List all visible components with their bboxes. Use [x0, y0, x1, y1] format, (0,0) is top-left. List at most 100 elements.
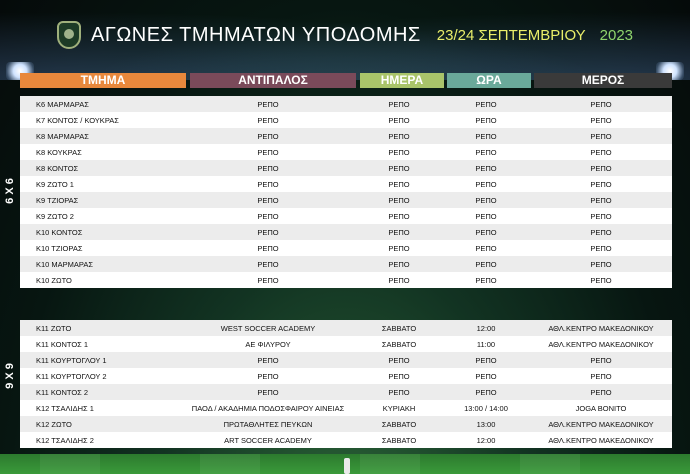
cell-venue: ΡΕΠΟ	[590, 131, 612, 141]
cell-team: Κ12 ΤΣΑΛΙΔΗΣ 2	[36, 435, 94, 445]
cell-time: ΡΕΠΟ	[475, 387, 497, 397]
cell-opponent: ΡΕΠΟ	[257, 243, 279, 253]
cell-time: ΡΕΠΟ	[475, 147, 497, 157]
table-row: Κ10 ΖΩΤΟ ΡΕΠΟ ΡΕΠΟ ΡΕΠΟ ΡΕΠΟ	[20, 272, 672, 288]
cell-venue: ΡΕΠΟ	[590, 387, 612, 397]
cell-venue: ΡΕΠΟ	[590, 355, 612, 365]
cell-venue: ΡΕΠΟ	[590, 179, 612, 189]
cell-time: 13:00	[476, 419, 496, 429]
cell-opponent: ΡΕΠΟ	[257, 99, 279, 109]
cell-time: ΡΕΠΟ	[475, 179, 497, 189]
cell-venue: ΡΕΠΟ	[590, 371, 612, 381]
cell-venue: ΡΕΠΟ	[590, 243, 612, 253]
cell-time: ΡΕΠΟ	[475, 99, 497, 109]
column-header-opponent: ΑΝΤΙΠΑΛΟΣ	[190, 73, 356, 88]
cell-time: ΡΕΠΟ	[475, 211, 497, 221]
cell-time: 12:00	[476, 435, 496, 445]
cell-opponent: ΠΡΩΤΑΘΛΗΤΕΣ ΠΕΥΚΩΝ	[223, 419, 313, 429]
cell-team: Κ11 ΚΟΥΡΤΟΓΛΟΥ 1	[36, 355, 107, 365]
cell-team: Κ9 ΤΖΙΟΡΑΣ	[36, 195, 79, 205]
cell-venue: JOGA BONITO	[575, 403, 627, 413]
page-title: ΑΓΩΝΕΣ ΤΜΗΜΑΤΩΝ ΥΠΟΔΟΜΗΣ	[90, 23, 421, 46]
schedule-table-9x9: Κ11 ΖΩΤΟ WEST SOCCER ACADEMY ΣΑΒΒΑΤΟ 12:00 Α…	[20, 320, 672, 448]
event-date: 23/24 ΣΕΠΤΕΜΒΡΙΟΥ	[436, 26, 586, 44]
cell-team: Κ10 ΤΖΙΟΡΑΣ	[36, 243, 83, 253]
cell-venue: ΑΘΛ.ΚΕΝΤΡΟ ΜΑΚΕΔΟΝΙΚΟΥ	[548, 339, 654, 349]
column-header-team: ΤΜΗΜΑ	[20, 73, 186, 88]
cell-team: Κ8 ΚΟΥΚΡΑΣ	[36, 147, 82, 157]
table-row: Κ12 ΖΩΤΟ ΠΡΩΤΑΘΛΗΤΕΣ ΠΕΥΚΩΝ ΣΑΒΒΑΤΟ 13:00 ΑΘ…	[20, 416, 672, 432]
cell-day: ΡΕΠΟ	[388, 179, 410, 189]
section-label-6x6: 6 X 6	[4, 178, 16, 204]
table-row: Κ9 ΖΩΤΟ 2 ΡΕΠΟ ΡΕΠΟ ΡΕΠΟ ΡΕΠΟ	[20, 208, 672, 224]
cell-opponent: ΠΑΟΔ / ΑΚΑΔΗΜΙΑ ΠΟΔΟΣΦΑΙΡΟΥ ΑΙΝΕΙΑΣ	[191, 403, 345, 413]
cell-opponent: ΡΕΠΟ	[257, 387, 279, 397]
table-row: Κ7 ΚΟΝΤΟΣ / ΚΟΥΚΡΑΣ ΡΕΠΟ ΡΕΠΟ ΡΕΠΟ ΡΕΠΟ	[20, 112, 672, 128]
cell-day: ΡΕΠΟ	[388, 99, 410, 109]
cell-opponent: ΡΕΠΟ	[257, 259, 279, 269]
table-row: Κ9 ΖΩΤΟ 1 ΡΕΠΟ ΡΕΠΟ ΡΕΠΟ ΡΕΠΟ	[20, 176, 672, 192]
cell-opponent: ΡΕΠΟ	[257, 147, 279, 157]
cell-time: ΡΕΠΟ	[475, 259, 497, 269]
table-row: Κ10 ΤΖΙΟΡΑΣ ΡΕΠΟ ΡΕΠΟ ΡΕΠΟ ΡΕΠΟ	[20, 240, 672, 256]
cell-day: ΡΕΠΟ	[388, 131, 410, 141]
cell-day: ΚΥΡΙΑΚΗ	[382, 403, 416, 413]
cell-venue: ΡΕΠΟ	[590, 275, 612, 285]
cell-team: Κ10 ΜΑΡΜΑΡΑΣ	[36, 259, 94, 269]
cell-day: ΡΕΠΟ	[388, 147, 410, 157]
section-label-9x9: 9 X 9	[4, 363, 16, 389]
cell-day: ΡΕΠΟ	[388, 163, 410, 173]
cell-day: ΣΑΒΒΑΤΟ	[381, 323, 417, 333]
cell-team: Κ11 ΖΩΤΟ	[36, 323, 72, 333]
column-header-day: ΗΜΕΡΑ	[360, 73, 444, 88]
cell-venue: ΡΕΠΟ	[590, 211, 612, 221]
cell-day: ΡΕΠΟ	[388, 275, 410, 285]
table-row: Κ10 ΜΑΡΜΑΡΑΣ ΡΕΠΟ ΡΕΠΟ ΡΕΠΟ ΡΕΠΟ	[20, 256, 672, 272]
cell-time: ΡΕΠΟ	[475, 163, 497, 173]
cell-day: ΡΕΠΟ	[388, 387, 410, 397]
cell-team: Κ11 ΚΟΝΤΟΣ 2	[36, 387, 89, 397]
cell-day: ΡΕΠΟ	[388, 195, 410, 205]
cell-opponent: ΑΕ ΦΙΛΥΡΟΥ	[245, 339, 291, 349]
cell-team: Κ8 ΜΑΡΜΑΡΑΣ	[36, 131, 89, 141]
cell-day: ΣΑΒΒΑΤΟ	[381, 419, 417, 429]
goal-post	[344, 458, 350, 474]
cell-day: ΡΕΠΟ	[388, 355, 410, 365]
cell-day: ΡΕΠΟ	[388, 227, 410, 237]
cell-team: Κ11 ΚΟΥΡΤΟΓΛΟΥ 2	[36, 371, 107, 381]
cell-time: ΡΕΠΟ	[475, 371, 497, 381]
cell-team: Κ12 ΖΩΤΟ	[36, 419, 72, 429]
cell-venue: ΡΕΠΟ	[590, 163, 612, 173]
cell-day: ΡΕΠΟ	[388, 115, 410, 125]
cell-opponent: ΡΕΠΟ	[257, 195, 279, 205]
cell-opponent: ART SOCCER ACADEMY	[224, 435, 312, 445]
table-row: Κ11 ΚΟΥΡΤΟΓΛΟΥ 2 ΡΕΠΟ ΡΕΠΟ ΡΕΠΟ ΡΕΠΟ	[20, 368, 672, 384]
club-logo-icon	[56, 21, 81, 49]
cell-opponent: ΡΕΠΟ	[257, 163, 279, 173]
cell-opponent: WEST SOCCER ACADEMY	[220, 323, 316, 333]
cell-team: Κ7 ΚΟΝΤΟΣ / ΚΟΥΚΡΑΣ	[36, 115, 119, 125]
cell-time: 12:00	[476, 323, 496, 333]
cell-venue: ΡΕΠΟ	[590, 227, 612, 237]
cell-day: ΡΕΠΟ	[388, 259, 410, 269]
cell-team: Κ10 ΚΟΝΤΟΣ	[36, 227, 83, 237]
table-row: Κ11 ΖΩΤΟ WEST SOCCER ACADEMY ΣΑΒΒΑΤΟ 12:00 Α…	[20, 320, 672, 336]
cell-venue: ΡΕΠΟ	[590, 259, 612, 269]
cell-time: 11:00	[476, 339, 496, 349]
cell-day: ΣΑΒΒΑΤΟ	[381, 339, 417, 349]
table-row: Κ10 ΚΟΝΤΟΣ ΡΕΠΟ ΡΕΠΟ ΡΕΠΟ ΡΕΠΟ	[20, 224, 672, 240]
table-row: Κ12 ΤΣΑΛΙΔΗΣ 2 ART SOCCER ACADEMY ΣΑΒΒΑΤΟ 1…	[20, 432, 672, 448]
cell-time: 13:00 / 14:00	[464, 403, 508, 413]
cell-team: Κ11 ΚΟΝΤΟΣ 1	[36, 339, 89, 349]
cell-time: ΡΕΠΟ	[475, 115, 497, 125]
cell-day: ΡΕΠΟ	[388, 371, 410, 381]
football-pitch	[0, 454, 690, 474]
page-header: ΑΓΩΝΕΣ ΤΜΗΜΑΤΩΝ ΥΠΟΔΟΜΗΣ 23/24 ΣΕΠΤΕΜΒΡΙ…	[0, 18, 690, 52]
event-year: 2023	[599, 26, 634, 44]
cell-venue: ΑΘΛ.ΚΕΝΤΡΟ ΜΑΚΕΔΟΝΙΚΟΥ	[548, 419, 654, 429]
cell-team: Κ10 ΖΩΤΟ	[36, 275, 72, 285]
table-row: Κ8 ΚΟΥΚΡΑΣ ΡΕΠΟ ΡΕΠΟ ΡΕΠΟ ΡΕΠΟ	[20, 144, 672, 160]
column-header-time: ΩΡΑ	[447, 73, 531, 88]
table-row: Κ12 ΤΣΑΛΙΔΗΣ 1 ΠΑΟΔ / ΑΚΑΔΗΜΙΑ ΠΟΔΟΣΦΑΙΡΟ…	[20, 400, 672, 416]
cell-venue: ΡΕΠΟ	[590, 115, 612, 125]
